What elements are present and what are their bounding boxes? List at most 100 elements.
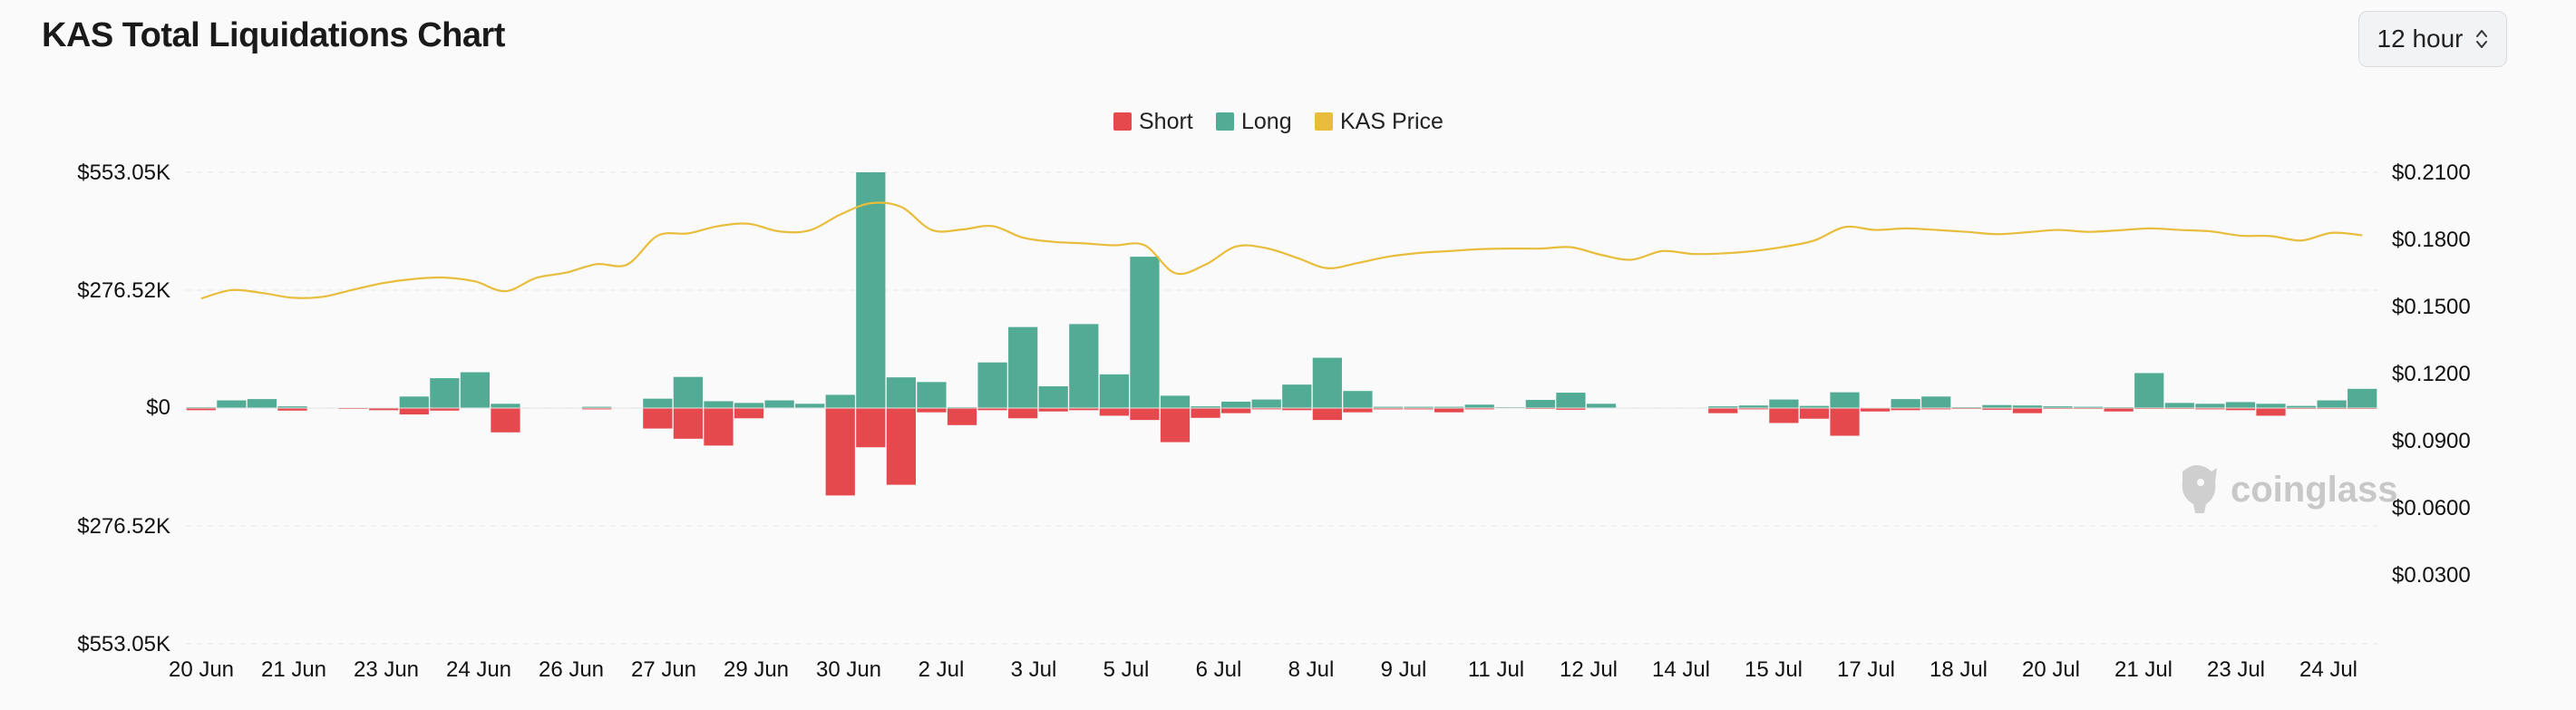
short-bar (1860, 408, 1891, 412)
x-axis-tick-label: 18 Jul (1930, 657, 1988, 682)
x-axis-tick-label: 15 Jul (1745, 657, 1803, 682)
short-bar (186, 408, 216, 411)
long-bar (2073, 406, 2104, 408)
left-axis-tick-label: $553.05K (77, 160, 170, 185)
long-bar (399, 396, 429, 408)
short-bar (369, 408, 399, 411)
long-bar (673, 376, 704, 408)
x-axis-tick-label: 11 Jul (1468, 657, 1524, 682)
short-bar (2256, 408, 2286, 416)
long-bar (704, 401, 734, 408)
short-bar (1434, 408, 1464, 413)
x-axis-tick-label: 24 Jun (446, 657, 511, 682)
x-axis-tick-label: 27 Jun (631, 657, 696, 682)
legend-label-kas-price: KAS Price (1340, 109, 1444, 134)
long-bar (1312, 357, 1342, 408)
long-bar (1251, 399, 1281, 408)
short-bar (2012, 408, 2043, 413)
long-bar (1130, 257, 1160, 408)
long-bar (1830, 392, 1860, 408)
watermark-text: coinglass (2231, 470, 2398, 510)
long-bar (643, 398, 673, 408)
long-bar (1586, 404, 1617, 408)
left-axis-tick-label: $0 (146, 395, 170, 420)
short-bar (2195, 408, 2225, 410)
right-axis-tick-label: $0.0600 (2392, 496, 2471, 520)
short-bar (1160, 408, 1191, 443)
long-bar (2225, 402, 2256, 408)
short-bar (1404, 408, 1434, 410)
long-bar (886, 377, 916, 408)
short-bar (1799, 408, 1830, 419)
short-bar (856, 408, 886, 448)
long-bar (764, 400, 794, 408)
coinglass-watermark: coinglass (2182, 465, 2398, 513)
long-bar (247, 399, 277, 408)
legend-label-long: Long (1241, 109, 1292, 134)
short-bar (399, 408, 429, 415)
x-axis-tick-label: 24 Jul (2299, 657, 2357, 682)
interval-select[interactable]: 12 hour (2358, 11, 2507, 67)
long-bar (1404, 406, 1434, 408)
short-bar (704, 408, 734, 446)
chevron-up-down-icon (2476, 30, 2488, 48)
short-bar (977, 408, 1007, 411)
short-bar (917, 408, 947, 413)
right-axis-tick-label: $0.1200 (2392, 362, 2471, 386)
long-bar (1891, 399, 1920, 408)
chart-legend: Short Long KAS Price (1113, 109, 1444, 134)
right-y-axis: $0.2100 $0.1800 $0.1500 $0.1200 $0.0900 … (2392, 160, 2471, 588)
long-bar (2195, 404, 2225, 408)
x-axis-tick-label: 23 Jun (354, 657, 419, 682)
left-axis-tick-label: $276.52K (77, 278, 170, 303)
x-axis-tick-label: 29 Jun (724, 657, 789, 682)
short-bar (491, 408, 520, 433)
long-bar (1434, 406, 1464, 408)
short-bar (1191, 408, 1220, 418)
long-bar (2286, 405, 2317, 408)
legend-item-long[interactable]: Long (1216, 109, 1292, 134)
long-bar (825, 394, 855, 408)
kas-price-line (200, 201, 2363, 300)
short-bar (277, 408, 307, 411)
long-bar (795, 404, 825, 408)
page-title: KAS Total Liquidations Chart (42, 16, 505, 54)
short-bar (673, 408, 704, 439)
long-bar (1191, 406, 1220, 408)
long-bar (1343, 391, 1373, 408)
short-bar (1830, 408, 1860, 436)
long-bar (856, 172, 886, 408)
long-bar (1069, 324, 1099, 408)
short-bar (947, 408, 977, 425)
legend-item-short[interactable]: Short (1113, 109, 1193, 134)
x-axis-tick-label: 2 Jul (919, 657, 965, 682)
long-bar (1556, 393, 1586, 408)
liquidation-bars (186, 172, 2377, 496)
long-bar (1008, 326, 1038, 408)
long-bar (460, 372, 491, 408)
long-bar (917, 382, 947, 408)
legend-swatch-short (1113, 112, 1132, 131)
short-bar (2225, 408, 2256, 411)
long-bar (491, 404, 520, 408)
x-axis: 20 Jun 21 Jun 23 Jun 24 Jun 26 Jun 27 Ju… (169, 657, 2357, 682)
left-y-axis: $553.05K $276.52K $0 $276.52K $553.05K (77, 160, 170, 657)
short-bar (1343, 408, 1373, 413)
legend-swatch-kas-price (1315, 112, 1333, 131)
short-bar (1251, 408, 1281, 410)
long-bar (430, 378, 460, 408)
x-axis-tick-label: 21 Jul (2114, 657, 2173, 682)
right-axis-tick-label: $0.0900 (2392, 429, 2471, 453)
x-axis-tick-label: 3 Jul (1011, 657, 1057, 682)
x-axis-tick-label: 12 Jul (1560, 657, 1618, 682)
long-bar (1282, 384, 1312, 408)
short-bar (1282, 408, 1312, 411)
x-axis-tick-label: 20 Jun (169, 657, 234, 682)
long-bar (277, 406, 307, 408)
x-axis-tick-label: 30 Jun (816, 657, 881, 682)
short-bar (1008, 408, 1038, 419)
x-axis-tick-label: 21 Jun (261, 657, 326, 682)
right-axis-tick-label: $0.1800 (2392, 228, 2471, 252)
legend-item-kas-price[interactable]: KAS Price (1315, 109, 1444, 134)
